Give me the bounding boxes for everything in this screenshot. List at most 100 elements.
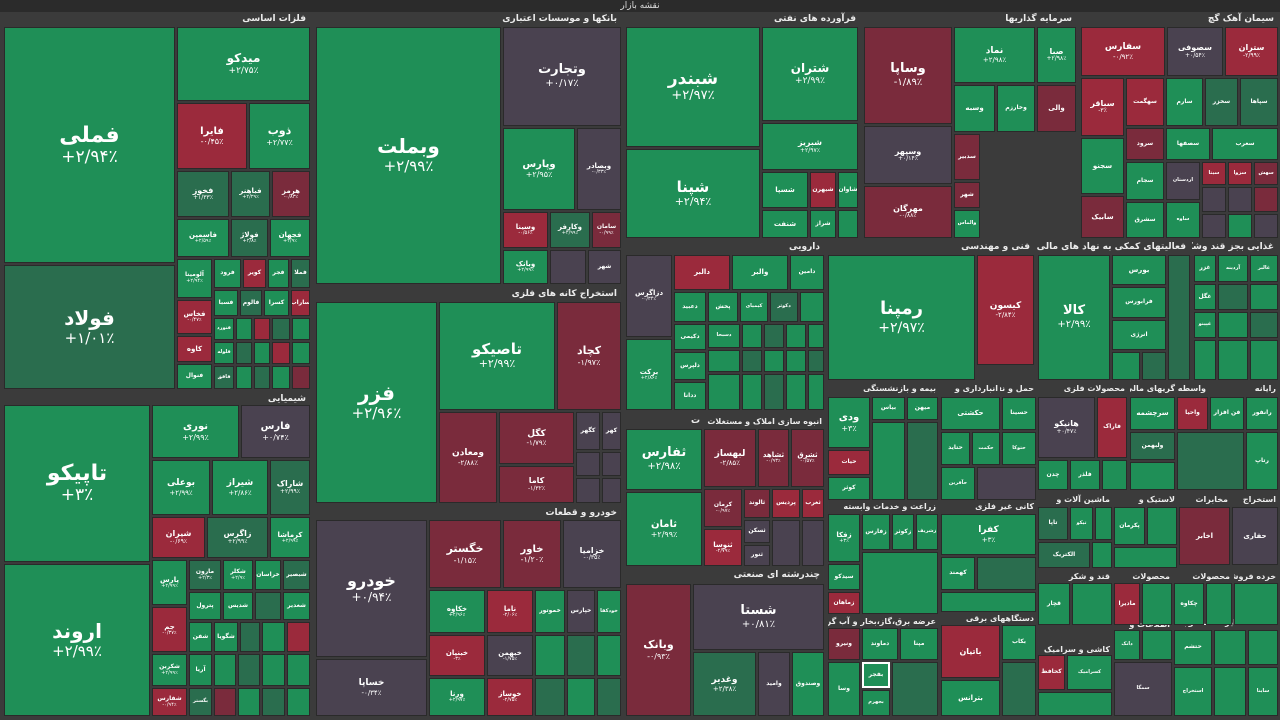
stock-tile[interactable]: بفجر (862, 662, 890, 688)
stock-tile[interactable]: فزر +۲/۹۶٪ (316, 302, 437, 503)
stock-tile[interactable]: شکلر +۲/۹٪ (223, 560, 253, 590)
stock-tile[interactable]: خودرو +۰/۹۴٪ (316, 520, 427, 657)
stock-tile[interactable]: وسا (828, 662, 860, 716)
stock-tile[interactable]: دماوند (862, 628, 898, 660)
stock-tile[interactable]: میهن (907, 397, 938, 420)
stock-tile[interactable] (977, 467, 1036, 500)
stock-tile[interactable]: پارس +۲/۹۹٪ (152, 560, 187, 605)
stock-tile[interactable]: کگل -۱/۷۹٪ (499, 412, 574, 464)
stock-tile[interactable]: فجر (268, 259, 289, 288)
stock-tile[interactable]: خساپا -۰/۳۴٪ (316, 659, 427, 716)
stock-tile[interactable]: خوساز -۲/۷۵٪ (487, 678, 533, 716)
stock-tile[interactable]: سصفها (1166, 128, 1210, 160)
stock-tile[interactable]: دکوثر (770, 292, 798, 322)
stock-tile[interactable] (214, 654, 236, 686)
stock-tile[interactable]: باتیان (941, 625, 1000, 678)
stock-tile[interactable]: سهگمت (1126, 78, 1164, 126)
stock-tile[interactable] (764, 374, 784, 410)
stock-tile[interactable] (1194, 340, 1216, 380)
stock-tile[interactable]: فلذر (1070, 460, 1100, 490)
stock-tile[interactable]: واحیا (1177, 397, 1208, 430)
stock-tile[interactable] (764, 350, 784, 372)
stock-tile[interactable]: وخارزم (997, 85, 1035, 132)
stock-tile[interactable] (236, 318, 252, 340)
stock-tile[interactable] (1254, 214, 1278, 238)
stock-tile[interactable] (292, 318, 310, 340)
stock-tile[interactable]: ورنا +۲/۹۷٪ (429, 678, 485, 716)
stock-tile[interactable]: کچاد -۱/۹۷٪ (557, 302, 621, 410)
stock-tile[interactable] (254, 342, 270, 364)
stock-tile[interactable]: وصندوق (792, 652, 824, 716)
stock-tile[interactable]: سیتا (1202, 162, 1226, 185)
stock-tile[interactable]: بوعلی +۲/۹۹٪ (152, 460, 210, 515)
stock-tile[interactable]: فسبا (214, 290, 238, 316)
stock-tile[interactable] (742, 350, 762, 372)
stock-tile[interactable]: ثنوسا -۲/۷۹٪ (704, 529, 742, 566)
stock-tile[interactable] (292, 342, 310, 364)
stock-tile[interactable] (892, 662, 938, 716)
stock-tile[interactable] (742, 324, 762, 348)
stock-tile[interactable]: وتجارت +۰/۱۷٪ (503, 27, 621, 126)
stock-tile[interactable]: ثغرب (802, 489, 824, 518)
stock-tile[interactable] (272, 366, 290, 389)
stock-tile[interactable]: کرماشا +۲/۹۹٪ (270, 517, 310, 558)
stock-tile[interactable]: شکربن +۲/۹۹٪ (152, 654, 187, 686)
stock-tile[interactable]: فافق (214, 366, 234, 389)
stock-tile[interactable]: سباقر -۳٪ (1081, 78, 1124, 136)
stock-tile[interactable]: پردیس (772, 489, 800, 518)
stock-tile[interactable]: بورس (1112, 255, 1166, 285)
stock-tile[interactable]: صبا +۲/۹۸٪ (1037, 27, 1076, 83)
stock-tile[interactable]: دالبر (674, 255, 730, 290)
stock-tile[interactable] (1234, 583, 1278, 625)
stock-tile[interactable]: غالبر (1250, 255, 1278, 282)
stock-tile[interactable] (742, 374, 762, 410)
stock-tile[interactable]: تیکو (1070, 507, 1093, 540)
stock-tile[interactable] (1206, 583, 1232, 625)
stock-tile[interactable]: فباهنر +۲/۲۹٪ (231, 171, 270, 217)
stock-tile[interactable] (597, 635, 621, 676)
stock-tile[interactable]: سفارس -۰/۹۲٪ (1081, 27, 1165, 76)
stock-tile[interactable]: هانیکو +۰/۴۷٪ (1038, 397, 1095, 458)
stock-tile[interactable] (838, 210, 858, 238)
stock-tile[interactable]: فخاس -۰/۴۷٪ (177, 300, 212, 334)
stock-tile[interactable]: استخراج (1174, 667, 1212, 716)
stock-tile[interactable]: مپنا (900, 628, 938, 660)
stock-tile[interactable]: دامین (790, 255, 824, 290)
stock-tile[interactable] (1092, 542, 1112, 568)
stock-tile[interactable]: فالوم (240, 290, 262, 316)
stock-tile[interactable]: زشریف (916, 514, 938, 550)
stock-tile[interactable] (254, 366, 270, 389)
stock-tile[interactable]: فولاد +۱/۰۱٪ (4, 265, 175, 389)
stock-tile[interactable]: ستران -۲/۹۹٪ (1225, 27, 1278, 76)
stock-tile[interactable] (1218, 312, 1248, 338)
stock-tile[interactable] (772, 520, 800, 566)
stock-tile[interactable] (287, 654, 310, 686)
stock-tile[interactable] (597, 678, 621, 716)
stock-tile[interactable] (1250, 340, 1278, 380)
stock-tile[interactable]: شدیس (223, 592, 253, 620)
stock-tile[interactable] (1214, 630, 1246, 665)
stock-tile[interactable]: دلپرس (674, 352, 706, 380)
stock-tile[interactable]: ثشرق -۰/۵۷٪ (791, 429, 824, 487)
stock-tile[interactable] (1095, 507, 1112, 540)
stock-tile[interactable]: نوری +۲/۹۹٪ (152, 405, 239, 458)
stock-tile[interactable]: فولاژ +۲/۸٪ (231, 219, 268, 257)
stock-tile[interactable] (1142, 583, 1172, 625)
stock-tile[interactable]: هرمز -۰/۸۳٪ (272, 171, 310, 217)
stock-tile[interactable]: شاراک +۲/۹۹٪ (270, 460, 310, 515)
stock-tile[interactable]: فرود (214, 259, 241, 288)
stock-tile[interactable]: کهر (602, 412, 621, 450)
stock-tile[interactable] (941, 592, 1036, 612)
stock-tile[interactable]: کاما -۱/۳۲٪ (499, 466, 574, 503)
stock-tile[interactable] (1250, 284, 1278, 310)
stock-tile[interactable] (576, 478, 600, 503)
stock-tile[interactable]: نماد +۲/۹۸٪ (954, 27, 1035, 83)
stock-tile[interactable]: فاراک (1097, 397, 1127, 458)
stock-tile[interactable]: فملا (291, 259, 310, 288)
stock-tile[interactable]: بجهرم (862, 690, 890, 716)
stock-tile[interactable] (1130, 462, 1175, 490)
stock-tile[interactable]: قچار (1038, 583, 1070, 625)
stock-tile[interactable]: سجنو (1081, 138, 1124, 194)
stock-tile[interactable]: کهمند (941, 557, 975, 590)
stock-tile[interactable]: شنفت (762, 210, 808, 238)
